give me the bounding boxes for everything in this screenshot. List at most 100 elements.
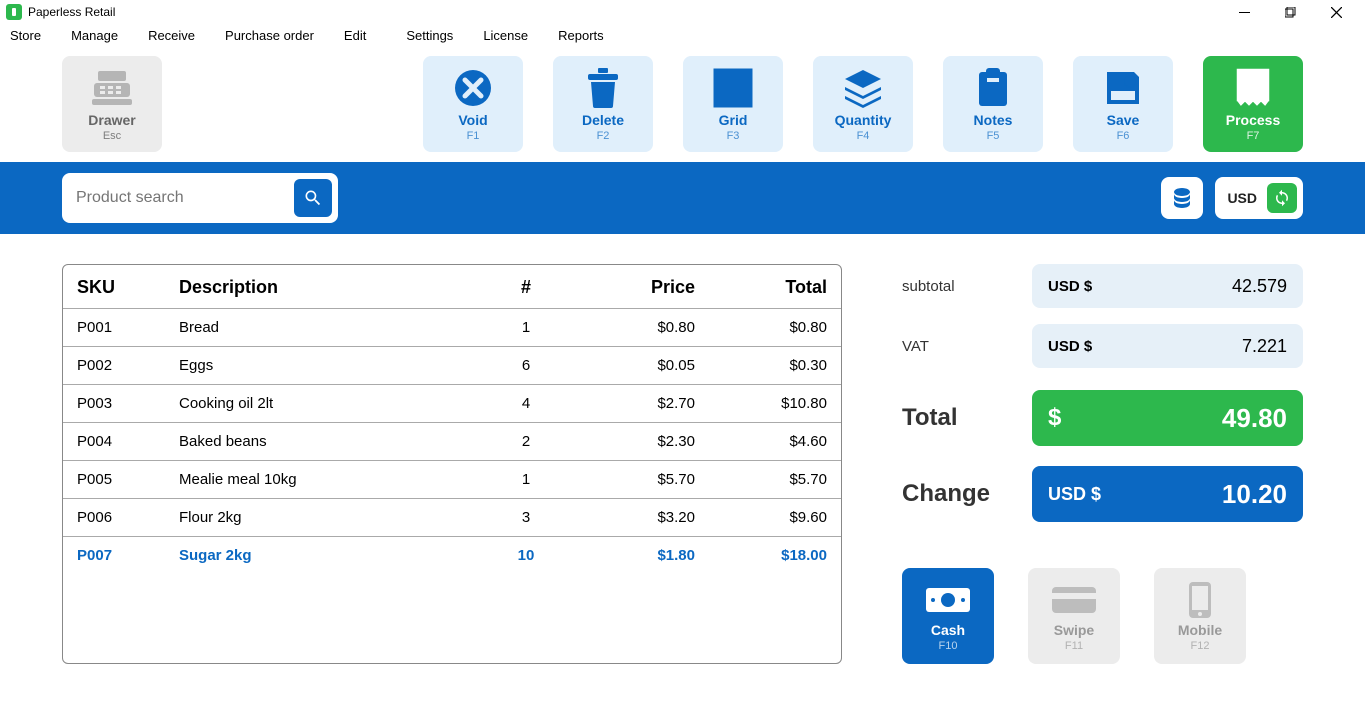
tile-hotkey: F10 bbox=[939, 640, 958, 652]
change-row: Change USD $ 10.20 bbox=[902, 466, 1303, 522]
toolbar: Drawer Esc Void F1 Delete F2 Grid F3 Qua… bbox=[0, 46, 1365, 162]
process-button[interactable]: $ Process F7 bbox=[1203, 56, 1303, 152]
total-currency: $ bbox=[1048, 404, 1061, 432]
close-button[interactable] bbox=[1313, 0, 1359, 24]
change-value: 10.20 bbox=[1222, 479, 1287, 510]
subtotal-label: subtotal bbox=[902, 278, 1032, 295]
vat-label: VAT bbox=[902, 338, 1032, 355]
vat-value: 7.221 bbox=[1242, 336, 1287, 357]
vat-box: USD $ 7.221 bbox=[1032, 324, 1303, 368]
menu-edit[interactable]: Edit bbox=[344, 28, 366, 43]
minimize-button[interactable] bbox=[1221, 0, 1267, 24]
cell-qty: 4 bbox=[491, 385, 561, 423]
quantity-button[interactable]: Quantity F4 bbox=[813, 56, 913, 152]
tile-hotkey: Esc bbox=[103, 130, 121, 142]
database-icon bbox=[1170, 186, 1194, 210]
subtotal-currency: USD $ bbox=[1048, 278, 1092, 295]
cell-sku: P002 bbox=[63, 347, 173, 385]
tile-label: Swipe bbox=[1054, 622, 1094, 638]
cell-description: Cooking oil 2lt bbox=[173, 385, 491, 423]
cell-total: $0.30 bbox=[701, 347, 841, 385]
menu-settings[interactable]: Settings bbox=[406, 28, 453, 43]
tile-hotkey: F5 bbox=[987, 130, 1000, 142]
menu-manage[interactable]: Manage bbox=[71, 28, 118, 43]
payment-row: Cash F10 Swipe F11 Mobile F12 bbox=[902, 568, 1303, 664]
subtotal-box: USD $ 42.579 bbox=[1032, 264, 1303, 308]
database-button[interactable] bbox=[1161, 177, 1203, 219]
cell-price: $2.70 bbox=[561, 385, 701, 423]
cell-qty: 6 bbox=[491, 347, 561, 385]
void-button[interactable]: Void F1 bbox=[423, 56, 523, 152]
tile-label: Mobile bbox=[1178, 622, 1222, 638]
grid-button[interactable]: Grid F3 bbox=[683, 56, 783, 152]
svg-text:$: $ bbox=[1244, 74, 1250, 86]
table-row[interactable]: P004Baked beans2$2.30$4.60 bbox=[63, 423, 841, 461]
cell-qty: 10 bbox=[491, 537, 561, 575]
table-row[interactable]: P005Mealie meal 10kg1$5.70$5.70 bbox=[63, 461, 841, 499]
swipe-button[interactable]: Swipe F11 bbox=[1028, 568, 1120, 664]
currency-code: USD bbox=[1227, 190, 1257, 206]
cell-qty: 3 bbox=[491, 499, 561, 537]
tile-hotkey: F6 bbox=[1117, 130, 1130, 142]
th-price: Price bbox=[561, 265, 701, 309]
cell-description: Baked beans bbox=[173, 423, 491, 461]
tile-label: Save bbox=[1107, 112, 1140, 128]
cell-description: Eggs bbox=[173, 347, 491, 385]
layers-icon bbox=[842, 66, 884, 110]
save-icon bbox=[1104, 66, 1142, 110]
cell-description: Bread bbox=[173, 309, 491, 347]
save-button[interactable]: Save F6 bbox=[1073, 56, 1173, 152]
th-description: Description bbox=[173, 265, 491, 309]
vat-row: VAT USD $ 7.221 bbox=[902, 324, 1303, 368]
cell-price: $0.05 bbox=[561, 347, 701, 385]
search-input[interactable] bbox=[76, 189, 294, 207]
sync-icon bbox=[1273, 189, 1291, 207]
vat-currency: USD $ bbox=[1048, 338, 1092, 355]
menu-license[interactable]: License bbox=[483, 28, 528, 43]
search-icon bbox=[303, 188, 323, 208]
table-row[interactable]: P006Flour 2kg3$3.20$9.60 bbox=[63, 499, 841, 537]
menu-store[interactable]: Store bbox=[10, 28, 41, 43]
notes-button[interactable]: Notes F5 bbox=[943, 56, 1043, 152]
clipboard-icon bbox=[977, 66, 1009, 110]
tile-hotkey: F12 bbox=[1191, 640, 1210, 652]
currency-selector[interactable]: USD bbox=[1215, 177, 1303, 219]
totals-panel: subtotal USD $ 42.579 VAT USD $ 7.221 To… bbox=[902, 264, 1303, 664]
cell-sku: P006 bbox=[63, 499, 173, 537]
th-total: Total bbox=[701, 265, 841, 309]
menu-reports[interactable]: Reports bbox=[558, 28, 604, 43]
search-box bbox=[62, 173, 338, 223]
cell-description: Mealie meal 10kg bbox=[173, 461, 491, 499]
tile-hotkey: F11 bbox=[1065, 640, 1083, 652]
menu-purchase-order[interactable]: Purchase order bbox=[225, 28, 314, 43]
table-row[interactable]: P002Eggs6$0.05$0.30 bbox=[63, 347, 841, 385]
cell-total: $18.00 bbox=[701, 537, 841, 575]
subtotal-value: 42.579 bbox=[1232, 276, 1287, 297]
tile-label: Process bbox=[1226, 112, 1280, 128]
cash-register-icon bbox=[90, 66, 134, 110]
change-box: USD $ 10.20 bbox=[1032, 466, 1303, 522]
cell-total: $10.80 bbox=[701, 385, 841, 423]
menu-receive[interactable]: Receive bbox=[148, 28, 195, 43]
sync-button[interactable] bbox=[1267, 183, 1297, 213]
cash-button[interactable]: Cash F10 bbox=[902, 568, 994, 664]
mobile-button[interactable]: Mobile F12 bbox=[1154, 568, 1246, 664]
cell-total: $9.60 bbox=[701, 499, 841, 537]
total-row: Total $ 49.80 bbox=[902, 390, 1303, 446]
tile-label: Quantity bbox=[835, 112, 892, 128]
items-table: SKU Description # Price Total P001Bread1… bbox=[62, 264, 842, 664]
table-row[interactable]: P001Bread1$0.80$0.80 bbox=[63, 309, 841, 347]
drawer-button[interactable]: Drawer Esc bbox=[62, 56, 162, 152]
table-row[interactable]: P007Sugar 2kg10$1.80$18.00 bbox=[63, 537, 841, 575]
delete-button[interactable]: Delete F2 bbox=[553, 56, 653, 152]
search-button[interactable] bbox=[294, 179, 332, 217]
total-box: $ 49.80 bbox=[1032, 390, 1303, 446]
cell-sku: P003 bbox=[63, 385, 173, 423]
table-row[interactable]: P003Cooking oil 2lt4$2.70$10.80 bbox=[63, 385, 841, 423]
cell-price: $3.20 bbox=[561, 499, 701, 537]
tile-label: Grid bbox=[719, 112, 748, 128]
cell-description: Sugar 2kg bbox=[173, 537, 491, 575]
title-bar: Paperless Retail bbox=[0, 0, 1365, 24]
maximize-button[interactable] bbox=[1267, 0, 1313, 24]
cell-sku: P007 bbox=[63, 537, 173, 575]
